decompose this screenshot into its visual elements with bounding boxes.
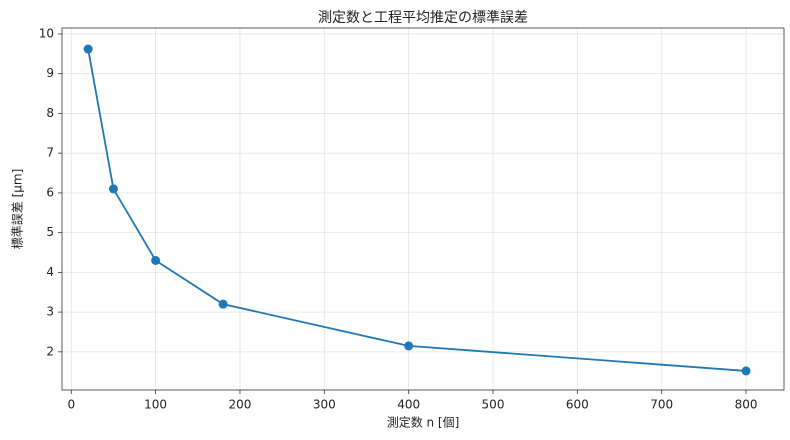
x-tick-label: 100 — [144, 398, 167, 412]
y-axis-label: 標準誤差 [μm] — [10, 169, 25, 250]
x-tick-label: 600 — [566, 398, 589, 412]
data-point — [404, 341, 414, 351]
y-tick-label: 4 — [46, 265, 54, 279]
y-tick-label: 7 — [46, 146, 54, 160]
x-tick-label: 400 — [397, 398, 420, 412]
y-tick-label: 10 — [39, 26, 54, 40]
y-tick-label: 2 — [46, 344, 54, 358]
y-tick-label: 9 — [46, 66, 54, 80]
x-tick-label: 300 — [313, 398, 336, 412]
y-tick-label: 8 — [46, 106, 54, 120]
x-tick-label: 200 — [229, 398, 252, 412]
x-tick-label: 0 — [67, 398, 75, 412]
y-tick-label: 5 — [46, 225, 54, 239]
data-point — [83, 44, 93, 54]
y-tick-label: 6 — [46, 185, 54, 199]
x-axis-label: 測定数 n [個] — [387, 415, 460, 430]
y-tick-label: 3 — [46, 305, 54, 319]
data-point — [108, 184, 118, 194]
data-point — [218, 299, 228, 309]
data-line — [87, 48, 747, 372]
data-point — [151, 255, 161, 265]
x-tick-label: 500 — [482, 398, 505, 412]
x-tick-label: 800 — [735, 398, 758, 412]
data-point — [741, 366, 751, 376]
plot-frame — [61, 27, 785, 391]
chart-title: 測定数と工程平均推定の標準誤差 — [318, 10, 528, 26]
x-tick-label: 700 — [650, 398, 673, 412]
